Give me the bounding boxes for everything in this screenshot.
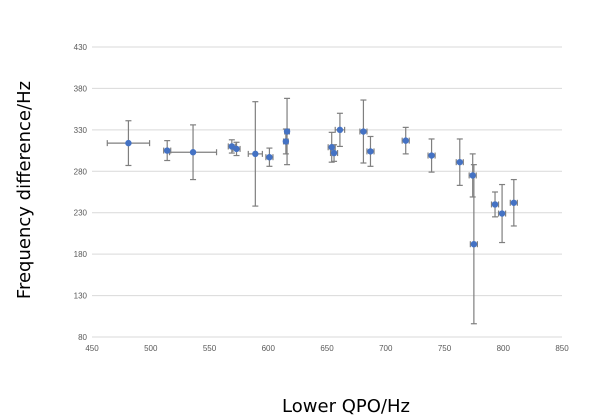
x-tick-label: 750 bbox=[438, 344, 452, 353]
y-tick-label: 180 bbox=[74, 250, 88, 259]
y-tick-label: 330 bbox=[74, 126, 88, 135]
data-point bbox=[125, 139, 132, 147]
data-point bbox=[252, 150, 259, 158]
y-axis-title: Frequency difference/Hz bbox=[14, 81, 35, 299]
x-tick-label: 850 bbox=[555, 344, 569, 353]
y-tick-label: 230 bbox=[74, 209, 88, 218]
y-tick-label: 280 bbox=[74, 167, 88, 176]
tick-labels: 80 130 180 230 280 330 380 430 450 500 550 600 650 70… bbox=[74, 43, 570, 353]
data-point bbox=[469, 172, 476, 179]
data-point bbox=[498, 210, 506, 217]
data-point bbox=[164, 147, 171, 154]
data-point bbox=[330, 149, 338, 157]
data-point bbox=[328, 144, 335, 151]
x-tick-label: 800 bbox=[497, 344, 511, 353]
x-tick-label: 650 bbox=[320, 344, 334, 353]
x-tick-label: 550 bbox=[203, 344, 217, 353]
data-point bbox=[266, 154, 273, 161]
data-point bbox=[189, 149, 197, 156]
x-tick-label: 500 bbox=[144, 344, 158, 353]
y-tick-label: 380 bbox=[74, 84, 88, 93]
error-bars bbox=[106, 97, 518, 325]
data-point bbox=[360, 128, 367, 135]
data-point bbox=[367, 148, 374, 155]
data-point bbox=[228, 143, 236, 150]
x-tick-label: 600 bbox=[262, 344, 276, 353]
y-tick-label: 80 bbox=[78, 333, 87, 342]
data-points bbox=[125, 126, 518, 248]
data-point bbox=[402, 137, 409, 144]
grid-lines bbox=[92, 46, 562, 338]
data-point bbox=[336, 126, 344, 134]
y-tick-label: 430 bbox=[74, 43, 88, 52]
data-point bbox=[456, 158, 463, 166]
data-point bbox=[510, 199, 518, 206]
data-point bbox=[428, 152, 435, 159]
y-tick-label: 130 bbox=[74, 292, 88, 301]
x-tick-label: 450 bbox=[85, 344, 99, 353]
data-point bbox=[283, 128, 291, 135]
data-point bbox=[282, 138, 290, 145]
data-point bbox=[233, 145, 240, 153]
data-point bbox=[470, 241, 478, 248]
x-axis-title: Lower QPO/Hz bbox=[282, 396, 410, 417]
x-tick-label: 700 bbox=[379, 344, 393, 353]
data-point bbox=[491, 201, 499, 208]
